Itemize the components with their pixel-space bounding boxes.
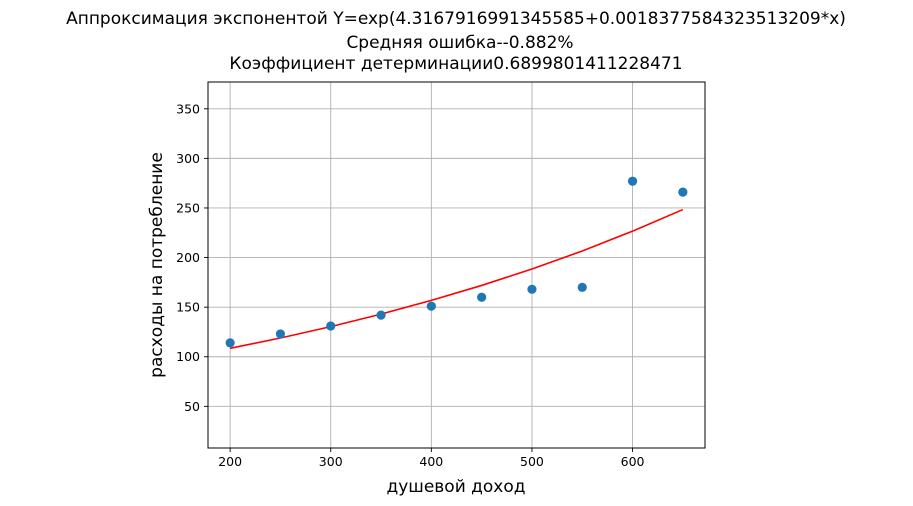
chart-title: Аппроксимация экспонентой Y=exp(4.316791… bbox=[66, 9, 846, 74]
x-axis-label: душевой доход bbox=[386, 477, 525, 497]
chart-title-line-2: Средняя ошибка--0.882% bbox=[346, 33, 573, 53]
y-tick-label: 300 bbox=[176, 151, 200, 166]
chart-title-line-3: Коэффициент детерминации0.68998014112284… bbox=[229, 54, 682, 74]
grid-lines bbox=[208, 82, 705, 448]
axis-ticks: 200 300 400 500 600 50 100 150 200 250 300 350 bbox=[176, 101, 644, 469]
y-tick-label: 100 bbox=[176, 349, 200, 364]
data-point bbox=[627, 176, 638, 186]
data-point bbox=[326, 321, 336, 331]
data-point bbox=[678, 187, 688, 197]
y-tick-label: 250 bbox=[176, 200, 200, 215]
x-tick-label: 300 bbox=[319, 454, 343, 469]
y-tick-label: 350 bbox=[176, 101, 200, 116]
x-tick-label: 500 bbox=[520, 454, 544, 469]
data-point bbox=[527, 284, 537, 294]
x-tick-label: 600 bbox=[621, 454, 645, 469]
data-point bbox=[275, 329, 286, 339]
y-tick-label: 150 bbox=[176, 300, 200, 315]
data-point bbox=[577, 282, 587, 292]
chart-title-line-1: Аппроксимация экспонентой Y=exp(4.316791… bbox=[66, 9, 846, 29]
y-axis-label: расходы на потребление bbox=[147, 152, 167, 378]
data-point bbox=[477, 292, 487, 302]
x-tick-label: 200 bbox=[218, 454, 242, 469]
data-series bbox=[225, 176, 688, 350]
x-tick-label: 400 bbox=[419, 454, 443, 469]
y-tick-label: 200 bbox=[176, 250, 200, 265]
data-point bbox=[225, 338, 235, 348]
plot-frame bbox=[207, 81, 706, 449]
data-point bbox=[426, 301, 436, 311]
y-tick-label: 50 bbox=[184, 399, 200, 414]
fit-curve-line bbox=[229, 208, 684, 350]
data-point bbox=[376, 310, 386, 320]
